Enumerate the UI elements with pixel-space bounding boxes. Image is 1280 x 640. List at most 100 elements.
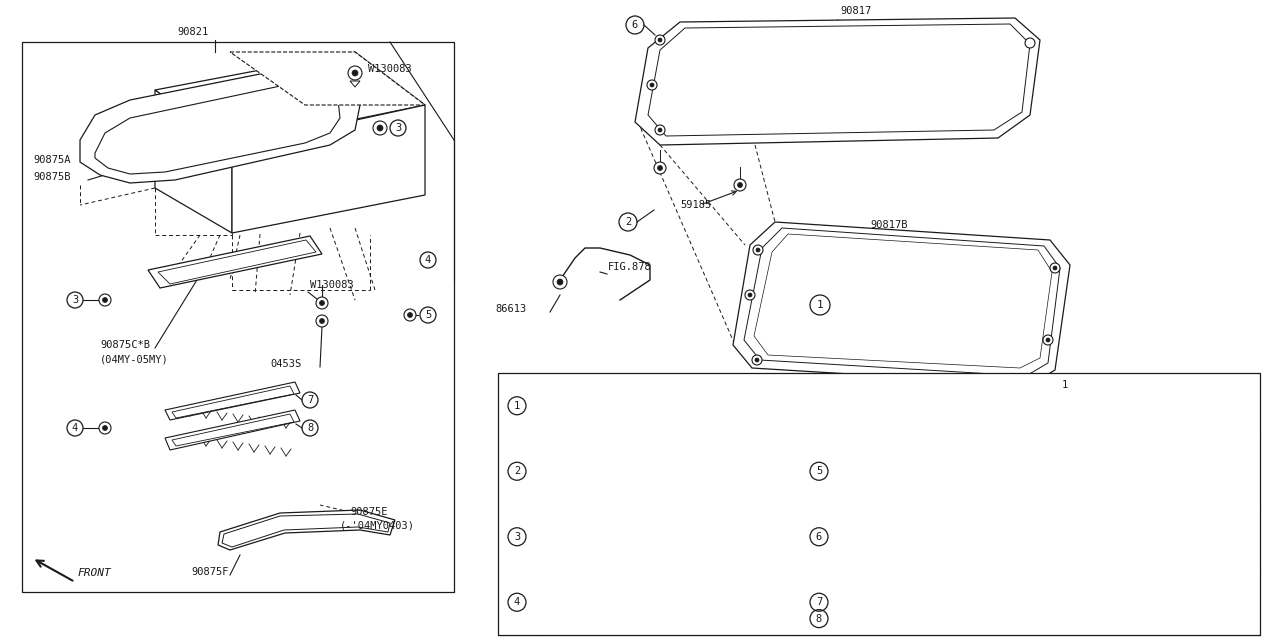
Text: 90871C  (-'06MY0504): 90871C (-'06MY0504) xyxy=(845,614,975,623)
Text: Q575017('03MY0202-): Q575017('03MY0202-) xyxy=(541,483,666,493)
Text: M700132 (-'03MY0212): M700132 (-'03MY0212) xyxy=(541,515,672,525)
Text: 88088A  (-'05MY0409): 88088A (-'05MY0409) xyxy=(845,515,975,525)
Text: 2: 2 xyxy=(625,217,631,227)
Text: 7: 7 xyxy=(815,597,822,607)
Text: 7: 7 xyxy=(307,395,314,405)
Polygon shape xyxy=(79,68,360,183)
Text: 1: 1 xyxy=(1062,380,1068,390)
Text: FIG.878: FIG.878 xyxy=(608,262,652,272)
Text: M700143('04MY0210-): M700143('04MY0210-) xyxy=(541,548,666,558)
Polygon shape xyxy=(155,52,425,145)
Circle shape xyxy=(654,162,666,174)
Circle shape xyxy=(655,35,666,45)
Text: 90875E: 90875E xyxy=(349,507,388,517)
Text: 4: 4 xyxy=(513,597,520,607)
Text: 3: 3 xyxy=(72,295,78,305)
Text: 59185: 59185 xyxy=(680,200,712,210)
Text: 90878A  (-'06MY0504): 90878A (-'06MY0504) xyxy=(845,581,975,591)
Circle shape xyxy=(407,312,412,317)
Text: 2: 2 xyxy=(513,467,520,476)
Polygon shape xyxy=(230,52,425,105)
Text: 90875F: 90875F xyxy=(191,567,229,577)
Polygon shape xyxy=(165,382,300,420)
Text: 3: 3 xyxy=(513,532,520,541)
Circle shape xyxy=(748,293,753,297)
Text: 8: 8 xyxy=(307,423,314,433)
Text: 4: 4 xyxy=(72,423,78,433)
Text: FRONT: FRONT xyxy=(78,568,111,578)
Circle shape xyxy=(658,128,662,132)
Text: 0453S: 0453S xyxy=(270,359,301,369)
Circle shape xyxy=(737,182,742,188)
Circle shape xyxy=(1043,335,1053,345)
Circle shape xyxy=(655,125,666,135)
Text: A910001035: A910001035 xyxy=(1196,622,1258,632)
Text: W130083: W130083 xyxy=(369,64,412,74)
Text: 90821: 90821 xyxy=(178,27,209,37)
Circle shape xyxy=(99,422,111,434)
Text: W140027 (-'03MY0212)(LR): W140027 (-'03MY0212)(LR) xyxy=(845,401,1001,411)
Polygon shape xyxy=(733,222,1070,385)
Circle shape xyxy=(553,275,567,289)
Polygon shape xyxy=(155,90,232,233)
Circle shape xyxy=(102,298,108,303)
Text: N370044('04MY0210-): N370044('04MY0210-) xyxy=(541,614,666,623)
Text: 5: 5 xyxy=(815,467,822,476)
Text: 90817B: 90817B xyxy=(870,220,908,230)
Text: (-'04MY0403): (-'04MY0403) xyxy=(340,520,415,530)
Circle shape xyxy=(745,290,755,300)
Polygon shape xyxy=(165,410,300,450)
Circle shape xyxy=(320,301,325,305)
Circle shape xyxy=(372,121,387,135)
Polygon shape xyxy=(148,236,323,288)
Text: 90875C*B: 90875C*B xyxy=(100,340,150,350)
Text: 6: 6 xyxy=(632,20,639,30)
Circle shape xyxy=(352,70,358,76)
Circle shape xyxy=(658,166,663,170)
Text: Q575008(-'03MY0201): Q575008(-'03MY0201) xyxy=(541,450,666,460)
Text: 90835A  ('04MY0210-)(L): 90835A ('04MY0210-)(L) xyxy=(845,483,995,493)
Circle shape xyxy=(650,83,654,87)
Text: 6: 6 xyxy=(815,532,822,541)
Polygon shape xyxy=(648,24,1030,136)
Circle shape xyxy=(646,80,657,90)
Text: 4: 4 xyxy=(425,255,431,265)
Text: 8: 8 xyxy=(815,614,822,623)
Circle shape xyxy=(99,294,111,306)
Text: 3: 3 xyxy=(394,123,401,133)
Text: (04MY-05MY): (04MY-05MY) xyxy=(100,354,169,364)
Text: 1: 1 xyxy=(513,401,520,411)
Text: 90835    ('04MY0210-)(R): 90835 ('04MY0210-)(R) xyxy=(845,450,1001,460)
Bar xyxy=(22,42,454,592)
Polygon shape xyxy=(232,105,425,233)
Polygon shape xyxy=(635,18,1039,145)
Text: 86613: 86613 xyxy=(495,304,526,314)
Polygon shape xyxy=(95,85,340,174)
Circle shape xyxy=(756,248,760,252)
Circle shape xyxy=(378,125,383,131)
Polygon shape xyxy=(349,81,360,87)
Circle shape xyxy=(1050,263,1060,273)
Text: 1: 1 xyxy=(817,300,823,310)
Circle shape xyxy=(404,309,416,321)
Polygon shape xyxy=(744,228,1060,376)
Circle shape xyxy=(102,426,108,431)
Text: W130083: W130083 xyxy=(310,280,353,290)
Text: 90881H: 90881H xyxy=(541,401,581,411)
Circle shape xyxy=(1046,338,1050,342)
Circle shape xyxy=(316,297,328,309)
Circle shape xyxy=(733,179,746,191)
Circle shape xyxy=(753,245,763,255)
Circle shape xyxy=(348,66,362,80)
Bar xyxy=(498,373,1260,635)
Circle shape xyxy=(658,38,662,42)
Circle shape xyxy=(755,358,759,362)
Polygon shape xyxy=(218,510,396,550)
Text: 90875A: 90875A xyxy=(33,155,70,165)
Circle shape xyxy=(316,315,328,327)
Text: 5: 5 xyxy=(425,310,431,320)
Text: 90817: 90817 xyxy=(840,6,872,16)
Circle shape xyxy=(1025,38,1036,48)
Circle shape xyxy=(557,279,563,285)
Circle shape xyxy=(753,355,762,365)
